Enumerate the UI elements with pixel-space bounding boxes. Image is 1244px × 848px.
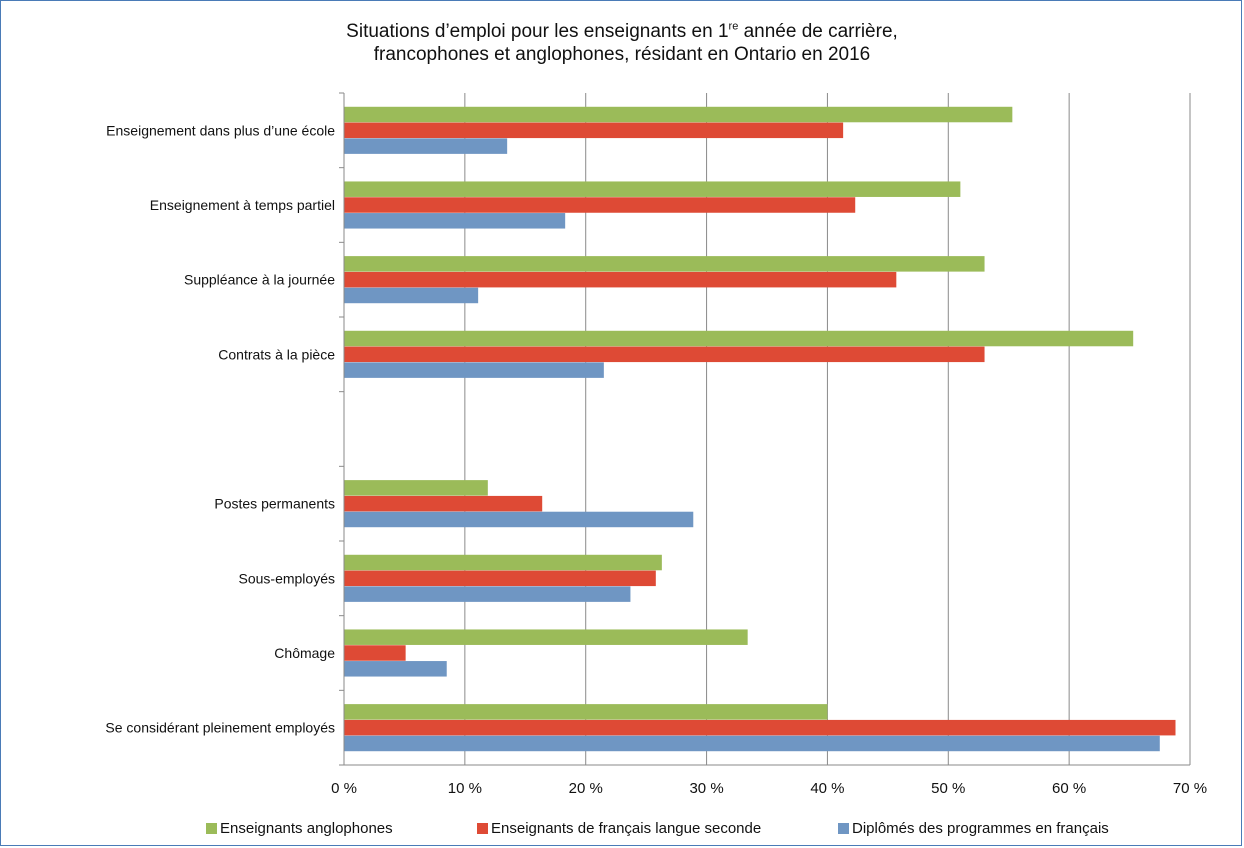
chart-title-line-2: francophones et anglophones, résidant en…: [373, 44, 871, 65]
legend-swatch: [206, 823, 217, 834]
x-tick-label: 20 %: [569, 780, 603, 797]
x-tick-label: 30 %: [689, 780, 723, 797]
bar-1-3: [344, 256, 985, 272]
bars: [344, 106, 1176, 752]
bar-2-6: [344, 495, 543, 512]
legend-item-2: Enseignants de français langue seconde: [477, 820, 761, 837]
bar-3-2: [344, 213, 566, 229]
x-tick-label: 10 %: [448, 780, 482, 797]
bar-1-1: [344, 106, 1013, 123]
bar-2-1: [344, 122, 844, 139]
x-tick-label: 70 %: [1173, 780, 1207, 797]
legend-label: Enseignants de français langue seconde: [491, 820, 762, 837]
bar-1-7: [344, 554, 662, 571]
bar-1-9: [344, 704, 828, 720]
x-tick-label: 50 %: [931, 780, 965, 797]
chart-title: Situations d’emploi pour les enseignants…: [0, 20, 1244, 66]
category-label: Sous-employés: [239, 570, 336, 586]
x-tick-label: 60 %: [1052, 780, 1086, 797]
category-label: Suppléance à la journée: [184, 272, 335, 288]
chart-title-superscript: re: [728, 20, 739, 33]
bar-3-8: [344, 661, 447, 677]
labels: 0 % 10 % 20 % 30 % 40 % 50 % 60 % 70 % Enseignem…: [105, 122, 1207, 797]
category-label: Postes permanents: [214, 496, 335, 512]
axes: [339, 92, 1190, 766]
bar-2-4: [344, 346, 985, 363]
bar-1-6: [344, 480, 488, 496]
bar-2-2: [344, 197, 856, 213]
bar-1-8: [344, 629, 748, 645]
category-label: Enseignement à temps partiel: [150, 197, 335, 213]
bar-3-7: [344, 586, 631, 602]
x-tick-label: 40 %: [810, 780, 844, 797]
bar-1-2: [344, 181, 961, 197]
chart-title-line-1: Situations d’emploi pour les enseignants…: [0, 20, 1244, 43]
chart-title-line-1-pre: Situations d’emploi pour les enseignants…: [346, 21, 729, 42]
chart-title-line-1-post: année de carrière,: [738, 21, 898, 42]
legend-swatch: [838, 823, 849, 834]
bar-3-9: [344, 735, 1160, 752]
legend-item-1: Enseignants anglophones: [206, 820, 393, 837]
legend-item-3: Diplômés des programmes en français: [838, 820, 1109, 837]
category-label: Chômage: [274, 645, 335, 661]
bar-3-4: [344, 362, 604, 378]
bar-3-3: [344, 287, 479, 304]
legend-label: Diplômés des programmes en français: [852, 820, 1109, 837]
bar-1-4: [344, 330, 1134, 347]
legend: Enseignants anglophones Enseignants de fr…: [0, 820, 1244, 842]
bar-2-8: [344, 645, 406, 661]
category-label: Se considérant pleinement employés: [105, 720, 335, 736]
x-tick-label: 0 %: [331, 780, 357, 797]
bar-2-3: [344, 271, 897, 288]
bar-3-1: [344, 138, 508, 154]
bar-3-6: [344, 511, 694, 528]
bar-2-9: [344, 719, 1176, 736]
category-label: Enseignement dans plus d’une école: [106, 122, 335, 138]
bar-2-7: [344, 570, 656, 587]
legend-label: Enseignants anglophones: [220, 820, 393, 837]
category-label: Contrats à la pièce: [218, 346, 335, 362]
legend-swatch: [477, 823, 488, 834]
